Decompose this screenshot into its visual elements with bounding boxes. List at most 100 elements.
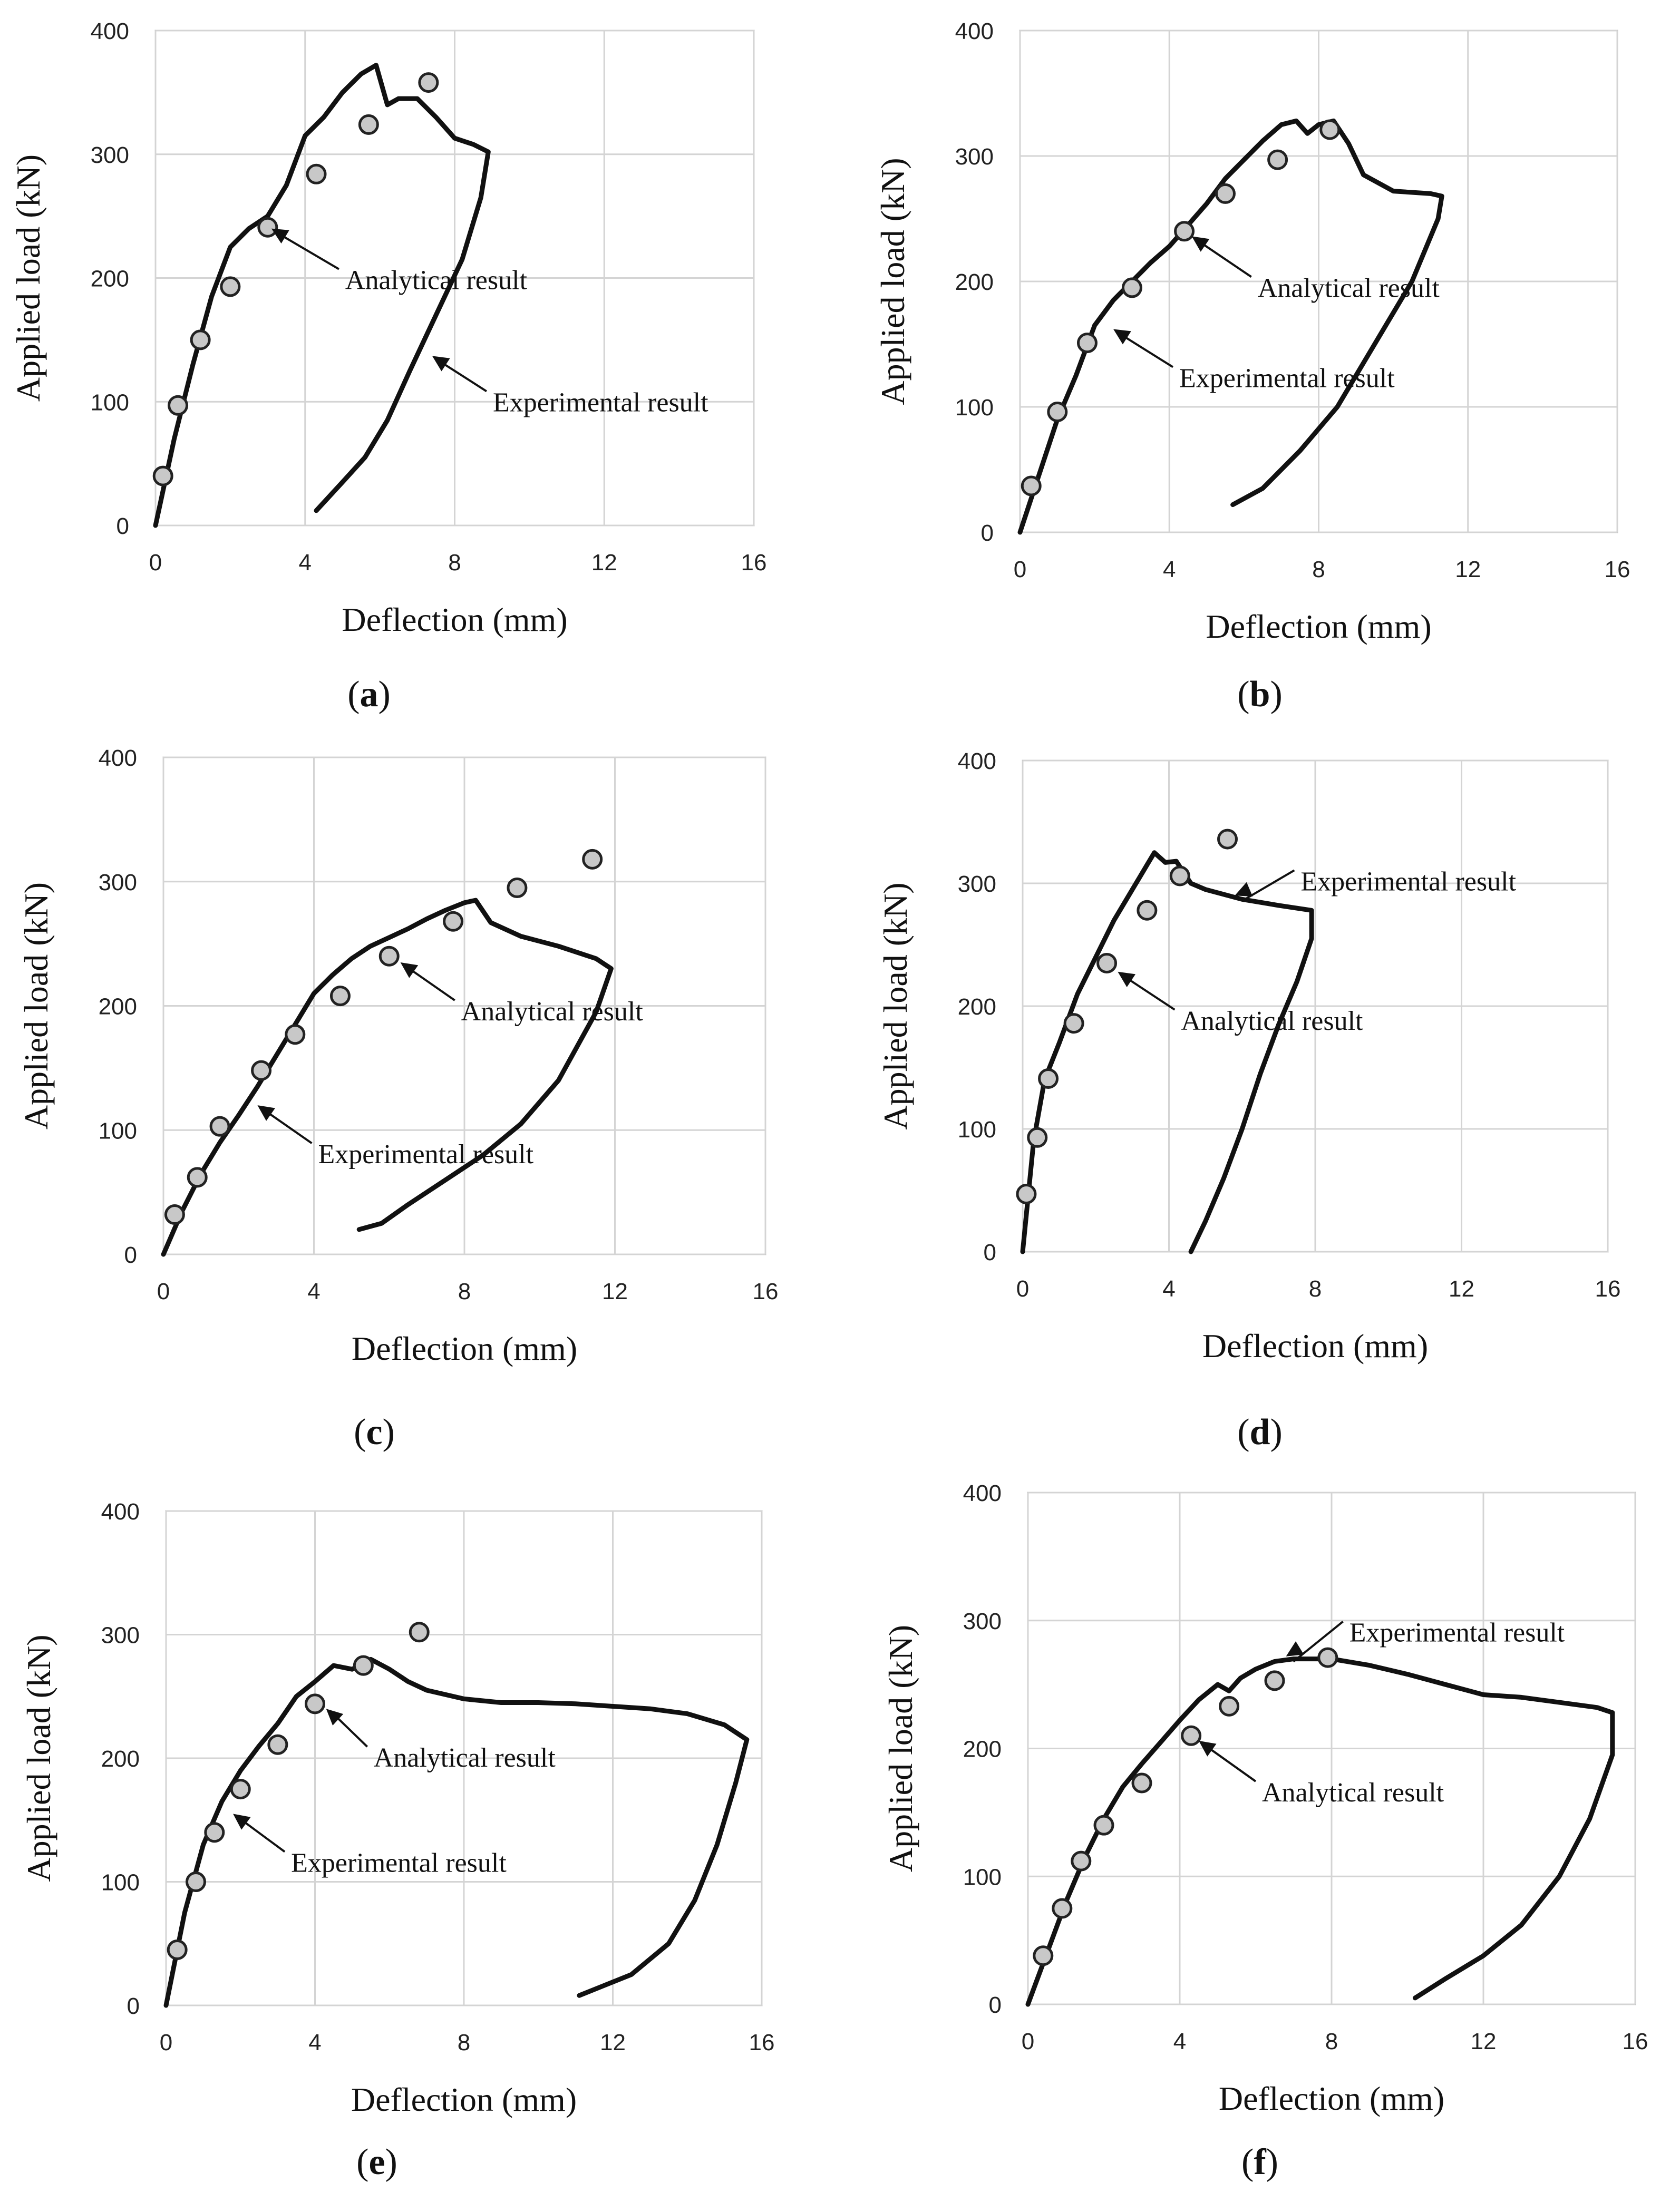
y-tick-label: 100 bbox=[955, 395, 994, 421]
x-tick-label: 4 bbox=[299, 550, 312, 576]
y-axis-title: Applied load (kN) bbox=[882, 1625, 919, 1872]
x-axis-title: Deflection (mm) bbox=[1202, 1327, 1428, 1365]
annotation-arrow-head bbox=[1118, 971, 1136, 988]
annotation-arrow-line bbox=[407, 967, 455, 1001]
analytical-point bbox=[358, 114, 379, 135]
analytical-point bbox=[1131, 1772, 1152, 1794]
x-tick-label: 12 bbox=[1471, 2029, 1497, 2054]
chart-panel-f: 0 4 8 12 16 0 100 200 300 400 Deflection (mm) Appli… bbox=[882, 1480, 1648, 2182]
y-tick-label: 400 bbox=[958, 748, 996, 774]
experimental-series-line bbox=[1017, 118, 1444, 535]
analytical-point bbox=[378, 946, 400, 967]
y-tick-label: 100 bbox=[958, 1117, 996, 1143]
analytical-point bbox=[1267, 149, 1288, 170]
x-tick-label: 4 bbox=[1163, 557, 1176, 582]
analytical-point bbox=[306, 163, 327, 184]
analytical-point bbox=[1047, 402, 1068, 423]
annotation-label: Experimental result bbox=[1300, 866, 1516, 897]
experimental-series-line bbox=[1020, 850, 1314, 1254]
annotation-label: Analytical result bbox=[1258, 273, 1440, 303]
x-tick-label: 8 bbox=[1325, 2029, 1338, 2054]
analytical-point bbox=[1027, 1127, 1048, 1148]
x-axis-title: Deflection (mm) bbox=[342, 601, 567, 638]
x-tick-label: 12 bbox=[1455, 557, 1481, 582]
analytical-point bbox=[1317, 1647, 1338, 1668]
x-tick-label: 12 bbox=[600, 2030, 626, 2055]
x-tick-label: 4 bbox=[307, 1279, 320, 1304]
y-tick-label: 100 bbox=[963, 1864, 1002, 1890]
y-tick-label: 0 bbox=[127, 1993, 140, 2019]
x-tick-label: 0 bbox=[160, 2030, 172, 2055]
x-tick-label: 8 bbox=[458, 1279, 471, 1304]
analytical-point bbox=[1038, 1068, 1059, 1089]
annotation-arrow-line bbox=[1293, 1621, 1344, 1663]
x-axis-title: Deflection (mm) bbox=[352, 1330, 577, 1367]
analytical-point bbox=[1063, 1013, 1084, 1034]
analytical-point bbox=[209, 1116, 230, 1137]
y-axis-title: Applied load (kN) bbox=[877, 882, 914, 1129]
y-tick-label: 100 bbox=[91, 389, 129, 415]
annotation-arrow-head bbox=[271, 228, 289, 244]
analytical-point bbox=[1137, 900, 1158, 921]
analytical-point bbox=[418, 72, 439, 93]
y-tick-label: 400 bbox=[101, 1499, 140, 1525]
experimental-series-line bbox=[161, 898, 614, 1257]
annotation-arrow-line bbox=[264, 1109, 313, 1144]
analytical-point bbox=[190, 329, 211, 350]
chart-panel-a: 0 4 8 12 16 0 100 200 300 400 Deflection (mm) Appli… bbox=[9, 18, 766, 715]
y-tick-label: 300 bbox=[101, 1623, 140, 1649]
x-tick-label: 16 bbox=[749, 2030, 775, 2055]
analytical-point bbox=[1174, 221, 1195, 242]
annotation-label: Analytical result bbox=[345, 266, 528, 296]
x-tick-label: 4 bbox=[1173, 2029, 1186, 2054]
annotation-arrow-head bbox=[1191, 236, 1210, 252]
panel-label: (d) bbox=[1237, 1412, 1283, 1453]
analytical-point bbox=[1181, 1725, 1202, 1746]
annotation-arrow-head bbox=[400, 962, 419, 978]
annotation-label: Experimental result bbox=[291, 1848, 507, 1878]
analytical-point bbox=[1096, 952, 1118, 973]
x-tick-label: 8 bbox=[1309, 1276, 1322, 1302]
x-tick-label: 16 bbox=[1595, 1276, 1621, 1302]
y-axis-title: Applied load (kN) bbox=[20, 1634, 57, 1882]
panel-label: (b) bbox=[1237, 674, 1283, 715]
analytical-point bbox=[1033, 1945, 1054, 1966]
analytical-point bbox=[1319, 119, 1341, 140]
annotation-arrow-head bbox=[257, 1105, 276, 1121]
y-tick-label: 200 bbox=[963, 1737, 1002, 1762]
annotation-label: Analytical result bbox=[1181, 1006, 1363, 1036]
panel-label: (c) bbox=[354, 1412, 395, 1453]
annotation-arrow-head bbox=[1286, 1641, 1304, 1656]
annotation-label: Experimental result bbox=[1349, 1618, 1565, 1648]
analytical-point bbox=[204, 1822, 225, 1843]
analytical-point bbox=[353, 1655, 374, 1676]
analytical-point bbox=[1016, 1183, 1037, 1204]
analytical-point bbox=[152, 465, 173, 486]
x-tick-label: 4 bbox=[308, 2030, 321, 2055]
y-tick-label: 200 bbox=[101, 1746, 140, 1772]
y-tick-label: 100 bbox=[99, 1118, 137, 1144]
x-tick-label: 16 bbox=[741, 550, 767, 576]
x-axis-title: Deflection (mm) bbox=[1219, 2080, 1444, 2117]
x-tick-label: 8 bbox=[1312, 557, 1325, 582]
y-tick-label: 300 bbox=[963, 1609, 1002, 1634]
annotation-label: Experimental result bbox=[1179, 363, 1395, 393]
y-tick-label: 0 bbox=[124, 1242, 137, 1268]
chart-panel-e: 0 4 8 12 16 0 100 200 300 400 Deflection (mm) Appli… bbox=[20, 1499, 774, 2182]
panel-label: (f) bbox=[1241, 2142, 1278, 2182]
y-tick-label: 0 bbox=[116, 513, 129, 539]
analytical-point bbox=[251, 1060, 272, 1081]
analytical-point bbox=[220, 276, 241, 297]
annotation-label: Analytical result bbox=[461, 997, 644, 1027]
y-tick-label: 200 bbox=[91, 266, 129, 292]
analytical-point bbox=[1071, 1850, 1092, 1872]
x-tick-label: 16 bbox=[1605, 557, 1630, 582]
y-tick-label: 400 bbox=[955, 18, 994, 44]
annotation-arrow-head bbox=[1235, 882, 1253, 897]
y-tick-label: 100 bbox=[101, 1870, 140, 1896]
analytical-point bbox=[1169, 865, 1190, 886]
x-tick-label: 4 bbox=[1162, 1276, 1175, 1302]
y-tick-label: 400 bbox=[99, 745, 137, 771]
analytical-point bbox=[168, 395, 189, 416]
analytical-point bbox=[1052, 1898, 1073, 1919]
